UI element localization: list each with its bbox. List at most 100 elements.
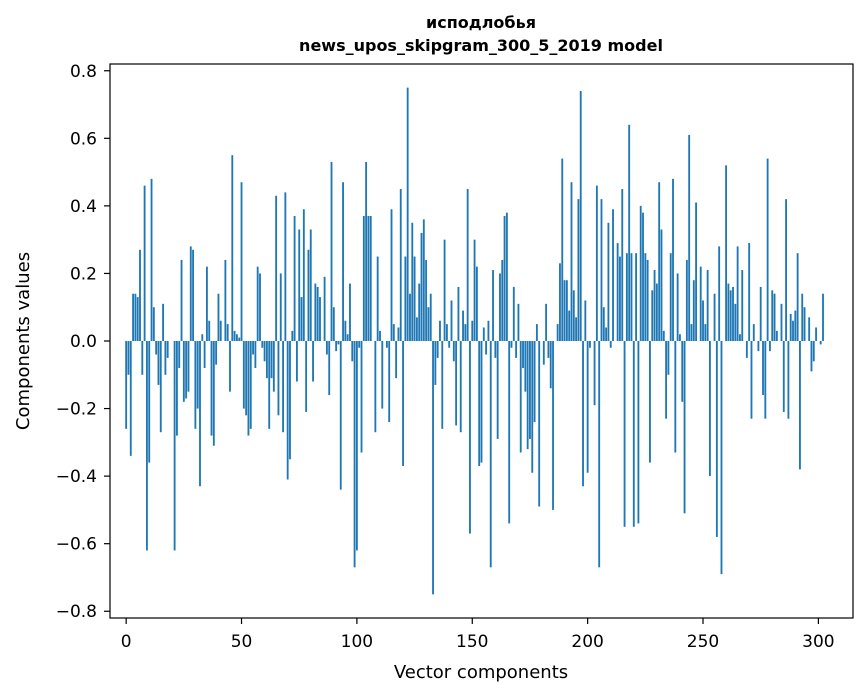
bar	[764, 341, 767, 419]
bar	[330, 161, 333, 341]
bar	[637, 341, 640, 524]
bar	[658, 182, 661, 341]
bar	[245, 341, 248, 416]
x-tick-label: 200	[571, 632, 603, 652]
bar	[309, 229, 312, 341]
bar	[194, 341, 197, 429]
bar	[469, 341, 471, 534]
bar	[166, 341, 169, 358]
bar	[665, 341, 668, 419]
bar	[485, 341, 488, 355]
bar	[411, 222, 414, 341]
bar	[422, 219, 425, 341]
bar	[436, 341, 439, 358]
bar	[344, 320, 347, 341]
bar	[307, 249, 310, 341]
bar	[499, 273, 501, 341]
bar	[545, 303, 548, 341]
bar	[685, 259, 688, 341]
y-tick-label: −0.6	[56, 535, 97, 555]
bar	[572, 290, 575, 341]
bar	[692, 280, 695, 341]
bar	[277, 341, 280, 416]
bar	[466, 188, 469, 341]
bar	[420, 232, 423, 341]
bar	[579, 91, 582, 342]
bar	[725, 165, 728, 341]
bar	[782, 341, 785, 412]
bar	[302, 209, 305, 341]
bar	[319, 297, 321, 341]
bar	[727, 283, 730, 341]
bar	[471, 320, 474, 341]
bar	[328, 341, 331, 396]
bar	[492, 270, 494, 341]
bar	[233, 330, 236, 341]
bar	[346, 334, 349, 341]
bar	[524, 341, 527, 392]
bar	[263, 341, 266, 362]
bar	[780, 303, 783, 341]
bar	[732, 286, 734, 341]
bar	[392, 324, 395, 341]
bar	[199, 341, 201, 487]
bar	[660, 229, 663, 341]
bar	[305, 341, 308, 412]
bar	[822, 293, 824, 341]
bar	[582, 341, 584, 487]
bar	[709, 341, 711, 477]
bar	[704, 324, 707, 341]
bar	[192, 249, 194, 341]
bar	[157, 341, 160, 385]
bar	[690, 324, 693, 341]
bar	[547, 341, 550, 358]
bar	[217, 293, 220, 341]
bar	[143, 185, 146, 341]
bar	[175, 341, 178, 436]
bar	[651, 290, 654, 341]
bar	[570, 182, 573, 341]
bar	[238, 337, 241, 341]
bar	[568, 310, 571, 341]
bar	[286, 341, 289, 480]
bar	[390, 209, 393, 341]
bar	[141, 341, 144, 375]
bar	[741, 270, 744, 341]
bar	[695, 202, 698, 341]
bar	[173, 341, 176, 551]
bar	[762, 341, 764, 396]
bar	[635, 253, 638, 341]
y-tick-label: −0.8	[56, 602, 97, 622]
bar	[621, 188, 624, 341]
x-tick-label: 50	[231, 632, 253, 652]
bar	[152, 307, 155, 341]
bar	[819, 341, 822, 345]
bar	[607, 222, 610, 341]
bar	[247, 341, 250, 436]
bar	[702, 300, 704, 341]
y-tick-label: −0.4	[56, 467, 97, 487]
bar	[789, 313, 792, 341]
bar	[619, 256, 621, 341]
bar	[358, 341, 361, 348]
bar	[542, 341, 545, 365]
bar	[298, 229, 301, 341]
bar	[787, 341, 790, 419]
bar	[632, 341, 635, 527]
bar	[196, 341, 199, 409]
bar	[395, 341, 398, 379]
bar	[602, 307, 605, 341]
bar	[240, 182, 243, 341]
bar	[672, 178, 674, 341]
bar	[503, 216, 506, 341]
bar	[794, 310, 797, 341]
bar	[505, 212, 508, 341]
bar	[351, 341, 354, 362]
x-tick-label: 300	[802, 632, 834, 652]
bars-group	[125, 87, 824, 595]
bar	[612, 209, 614, 341]
bar	[512, 286, 515, 341]
bar	[129, 341, 132, 456]
bar	[478, 341, 481, 466]
bar	[439, 320, 441, 341]
